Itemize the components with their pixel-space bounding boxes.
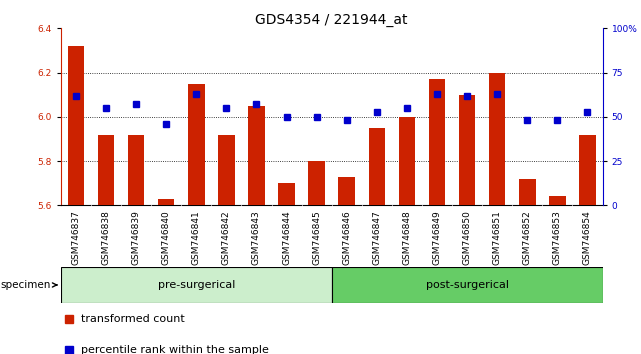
Text: GSM746854: GSM746854 xyxy=(583,210,592,265)
Text: percentile rank within the sample: percentile rank within the sample xyxy=(81,346,269,354)
Bar xyxy=(519,179,536,205)
Bar xyxy=(308,161,325,205)
Bar xyxy=(332,267,603,303)
Text: GSM746845: GSM746845 xyxy=(312,210,321,265)
Bar xyxy=(278,183,295,205)
Text: GSM746848: GSM746848 xyxy=(403,210,412,265)
Bar xyxy=(61,267,332,303)
Bar xyxy=(579,135,595,205)
Text: GSM746842: GSM746842 xyxy=(222,210,231,265)
Bar xyxy=(549,196,565,205)
Bar xyxy=(338,177,355,205)
Text: specimen: specimen xyxy=(0,280,56,290)
Text: pre-surgerical: pre-surgerical xyxy=(158,280,235,290)
Title: GDS4354 / 221944_at: GDS4354 / 221944_at xyxy=(256,13,408,27)
Text: GSM746837: GSM746837 xyxy=(71,210,80,265)
Bar xyxy=(489,73,506,205)
Text: GSM746838: GSM746838 xyxy=(101,210,110,265)
Bar xyxy=(399,117,415,205)
Text: GSM746851: GSM746851 xyxy=(493,210,502,265)
Text: GSM746853: GSM746853 xyxy=(553,210,562,265)
Text: GSM746849: GSM746849 xyxy=(433,210,442,265)
Text: GSM746844: GSM746844 xyxy=(282,210,291,265)
Bar xyxy=(429,79,445,205)
Text: GSM746841: GSM746841 xyxy=(192,210,201,265)
Text: transformed count: transformed count xyxy=(81,314,185,324)
Bar xyxy=(128,135,144,205)
Text: post-surgerical: post-surgerical xyxy=(426,280,508,290)
Text: GSM746852: GSM746852 xyxy=(523,210,532,265)
Bar xyxy=(369,128,385,205)
Text: GSM746846: GSM746846 xyxy=(342,210,351,265)
Bar xyxy=(248,106,265,205)
Bar xyxy=(98,135,114,205)
Text: GSM746843: GSM746843 xyxy=(252,210,261,265)
Text: GSM746847: GSM746847 xyxy=(372,210,381,265)
Text: GSM746840: GSM746840 xyxy=(162,210,171,265)
Text: GSM746839: GSM746839 xyxy=(131,210,140,265)
Bar xyxy=(218,135,235,205)
Text: GSM746850: GSM746850 xyxy=(463,210,472,265)
Bar xyxy=(459,95,476,205)
Bar xyxy=(68,46,84,205)
Bar xyxy=(158,199,174,205)
Bar xyxy=(188,84,204,205)
